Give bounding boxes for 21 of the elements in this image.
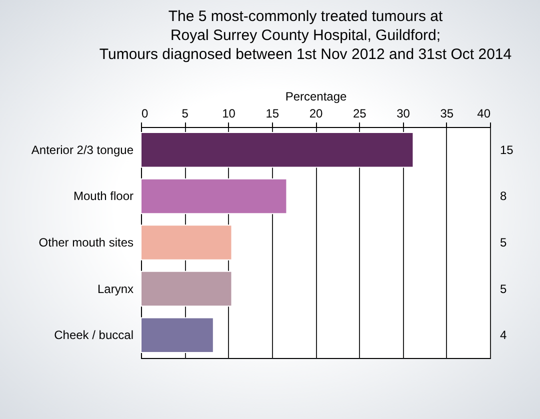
x-tick-label: 40 <box>477 106 491 120</box>
x-tick-label: 30 <box>396 106 410 120</box>
x-tick-label: 25 <box>352 106 367 120</box>
text: 5 <box>500 236 507 250</box>
x-tick-label: 5 <box>182 106 189 120</box>
y-tick-label: Mouth floor <box>73 189 134 204</box>
x-tick-label: 10 <box>222 106 236 120</box>
text: 4 <box>500 328 507 342</box>
x-tick-label: 15 <box>266 106 280 120</box>
text: 8 <box>500 189 507 204</box>
y-tick-label: Cheek / buccal <box>54 328 134 342</box>
chart-title: The 5 most-commonly treated tumours at Royal Surrey County Hospital, Guildford; Tumours diagnosed between 1st Nov 2012 and 31st Oct 2014 <box>99 8 512 63</box>
y-tick-label: Larynx <box>97 282 134 296</box>
y-tick-label: Other mouth sites <box>38 236 134 250</box>
y-tick-label: Anterior 2/3 tongue <box>31 142 134 157</box>
text: 15 <box>500 142 514 157</box>
x-axis-title: Percentage <box>285 90 348 104</box>
x-tick-label: 35 <box>440 106 454 120</box>
x-tick-label: 0 <box>142 106 148 120</box>
x-tick-label: 20 <box>309 106 323 120</box>
text: 5 <box>500 282 507 296</box>
